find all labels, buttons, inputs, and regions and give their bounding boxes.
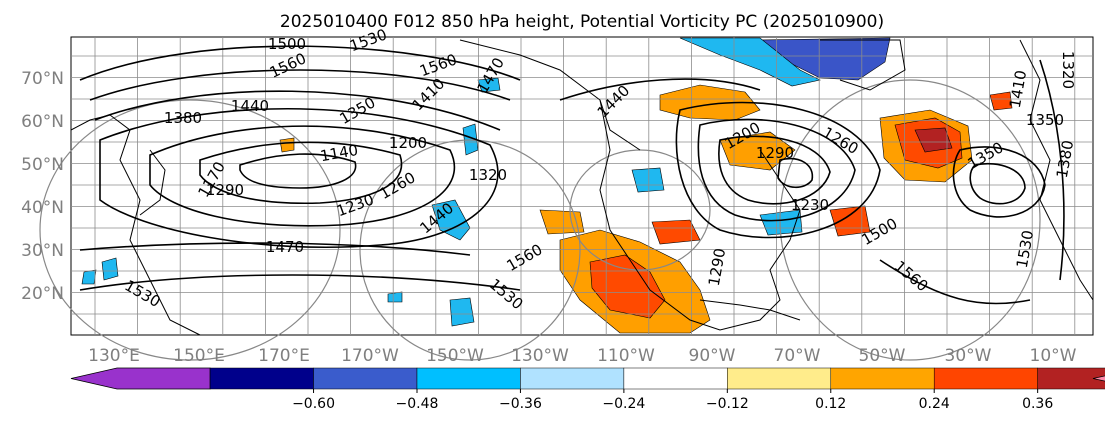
shade-cyan-pacific2 [431,199,471,241]
contour-label: 1320 [1059,51,1077,89]
longitude-labels: 130°E 150°E 170°E 170°W 150°W 130°W 110°W 90°W 7… [88,346,1077,366]
longitude-label: 130°W [511,346,569,366]
shade-cyan-west2 [101,257,119,281]
projection-circle [359,139,581,361]
contour-label: 1200 [389,134,427,152]
longitude-label: 130°E [88,346,140,366]
colorbar-segment [933,367,1038,390]
contour-line [718,135,831,205]
coastline-europe [1019,39,1094,301]
coastline-alaska [459,39,641,151]
longitude-label: 150°W [426,346,484,366]
contour-line [777,158,814,189]
contour-line [969,163,1026,205]
contour-line [89,69,511,101]
latitude-label: 50°N [21,155,64,175]
shade-cyan-canada [631,167,665,193]
colorbar-tick-label: −0.36 [499,396,542,412]
longitude-label: 110°W [597,346,655,366]
contour-line [697,118,856,222]
contour-line [239,153,357,189]
latitude-label: 60°N [21,112,64,132]
contour-label: 1440 [231,97,269,115]
coastline-caribbean [699,299,801,321]
contour-label: 1320 [469,166,507,184]
contour-line [79,45,521,81]
contour-label: 1350 [1026,111,1064,129]
shade-cyan-south2 [387,291,403,303]
latitude-label: 70°N [21,69,64,89]
shade-orange-gulf [539,209,585,235]
colorbar-segment [1092,375,1105,382]
contour-label: 1470 [266,238,304,256]
shade-red-gulf [651,219,701,245]
graticule [71,37,1093,335]
colorbar-tick-label: −0.48 [396,396,439,412]
colorbar-segment [209,367,314,390]
projection-circles [39,79,1041,361]
shade-orange-pacific [279,137,295,153]
colorbar-segment [1037,367,1105,390]
latitude-labels: 70°N 60°N 50°N 40°N 30°N 20°N [21,69,64,304]
shade-orange-canada [659,84,761,121]
colorbar-segment [520,367,625,390]
contour-line [99,108,499,249]
height-contours [79,45,1065,305]
longitude-label: 170°W [341,346,399,366]
colorbar-segment [623,367,728,390]
contour-line [79,274,521,291]
shade-cyan-north [679,37,821,87]
colorbar-segment [70,367,211,390]
map-title: 2025010400 F012 850 hPa height, Potentia… [280,12,884,32]
contour-label: 1290 [756,144,794,162]
longitude-label: 50°W [859,346,906,366]
colorbar-segment [313,367,418,390]
colorbar: −0.60−0.48−0.36−0.24−0.120.120.240.360.4… [70,367,1105,412]
colorbar-tick-label: −0.60 [292,396,335,412]
coastline-greenland [820,39,906,91]
contour-label: 1500 [268,35,306,53]
longitude-label: 150°E [173,346,225,366]
shade-red-midatl [829,205,871,237]
contour-line [952,146,1046,218]
shade-orange-east [989,91,1013,111]
latitude-label: 30°N [21,241,64,261]
contour-label: 1290 [206,181,244,199]
longitude-label: 90°W [689,346,736,366]
contour-label: 1230 [791,196,829,214]
colorbar-tick-label: −0.24 [602,396,645,412]
colorbar-segment [830,367,935,390]
projection-circle [39,99,341,361]
pv-shading [81,37,1013,334]
contour-line [1039,59,1065,281]
colorbar-tick-label: −0.12 [706,396,749,412]
contour-line [79,242,471,256]
colorbar-segment [416,367,521,390]
shade-cyan-south [449,297,475,327]
colorbar-tick-label: 0.36 [1022,396,1053,412]
longitude-label: 170°E [258,346,310,366]
contour-line [199,141,403,205]
contour-label: 1380 [164,109,202,127]
shade-darkred-atlantic [914,127,953,153]
longitude-label: 30°W [945,346,992,366]
contour-line [94,90,501,131]
colorbar-segment [727,367,832,390]
coastline-northamerica [599,99,801,331]
longitude-label: 10°W [1030,346,1077,366]
latitude-label: 20°N [21,284,64,304]
contour-line [149,125,456,227]
contour-line [559,78,761,101]
contour-line [675,101,881,239]
latitude-label: 40°N [21,198,64,218]
coastline-japan [139,149,166,216]
contour-line [879,259,1031,305]
colorbar-tick-label: 0.12 [815,396,846,412]
longitude-label: 70°W [774,346,821,366]
shade-cyan-alaska [477,77,501,93]
shade-cyan-west1 [81,269,97,285]
colorbar-tick-label: 0.24 [919,396,950,412]
